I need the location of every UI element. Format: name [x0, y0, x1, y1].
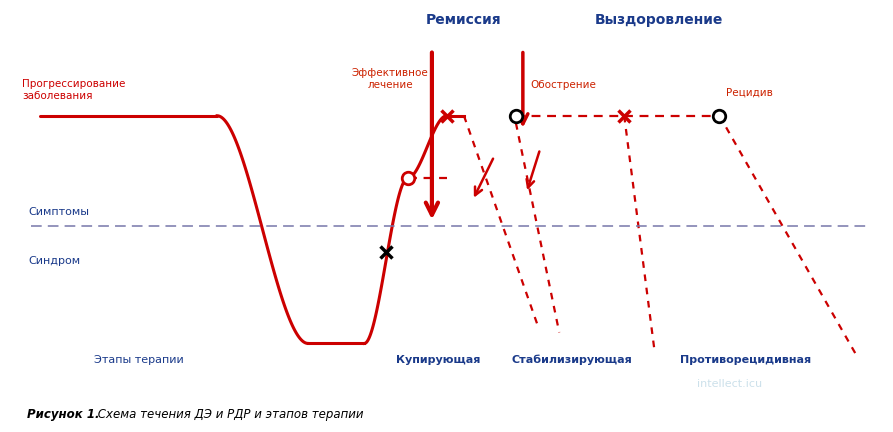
Text: Ремиссия: Ремиссия [426, 13, 502, 27]
Text: Прогрессирование
заболевания: Прогрессирование заболевания [22, 79, 126, 101]
Text: Рисунок 1.: Рисунок 1. [27, 408, 99, 421]
Text: Схема течения ДЭ и РДР и этапов терапии: Схема течения ДЭ и РДР и этапов терапии [94, 408, 363, 421]
Text: Купирующая: Купирующая [396, 356, 480, 365]
Text: Симптомы: Симптомы [29, 207, 89, 217]
Text: Обострение: Обострение [530, 80, 597, 90]
Text: Эффективное
лечение: Эффективное лечение [352, 68, 429, 90]
Text: Рецидив: Рецидив [726, 87, 773, 98]
Text: Стабилизирующая: Стабилизирующая [512, 355, 632, 365]
Text: Противорецидивная: Противорецидивная [680, 356, 811, 365]
Text: Синдром: Синдром [29, 256, 80, 266]
Text: Этапы терапии: Этапы терапии [95, 356, 184, 365]
Text: Выздоровление: Выздоровление [595, 13, 723, 27]
Text: intellect.icu: intellect.icu [697, 379, 762, 389]
